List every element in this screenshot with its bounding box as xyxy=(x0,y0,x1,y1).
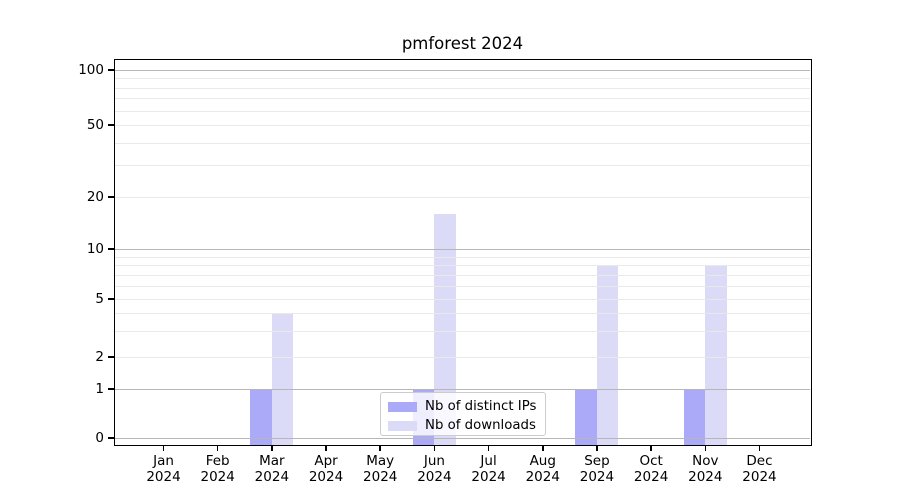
gridline-minor xyxy=(115,78,810,80)
y-axis-tick-label: 20 xyxy=(86,189,104,205)
y-axis-tick-label: 50 xyxy=(86,117,104,133)
x-axis-tick xyxy=(216,446,219,451)
x-axis-month-label: Aug 2024 xyxy=(525,453,560,485)
x-axis-tick xyxy=(758,446,761,451)
x-axis-tick xyxy=(542,446,544,451)
x-axis-month-label: May 2024 xyxy=(363,453,398,485)
x-axis-month-label: Apr 2024 xyxy=(308,453,344,485)
chart-title: pmforest 2024 xyxy=(401,34,524,53)
gridline-minor xyxy=(115,299,810,300)
legend-swatch-distinct-ips xyxy=(388,401,417,412)
y-axis-tick-label: 5 xyxy=(95,291,104,307)
y-axis-tick-label: 100 xyxy=(78,62,104,78)
x-axis-month-label: Oct 2024 xyxy=(633,453,669,485)
y-axis-tick xyxy=(108,388,114,390)
x-axis-tick xyxy=(596,446,598,451)
gridline-major xyxy=(115,438,810,439)
x-axis-month-label: Mar 2024 xyxy=(254,453,290,485)
legend-item-distinct-ips: Nb of distinct IPs xyxy=(388,397,537,416)
bar-downloads xyxy=(705,265,727,445)
gridline-minor xyxy=(115,110,810,112)
x-axis-month-label: Jan 2024 xyxy=(146,453,181,485)
gridline-minor xyxy=(115,313,810,315)
y-axis-tick xyxy=(108,69,114,71)
x-axis-tick xyxy=(271,446,273,451)
bar-distinct-ips xyxy=(250,389,272,445)
y-axis-tick-label: 1 xyxy=(95,381,104,397)
bar-distinct-ips xyxy=(575,389,597,445)
gridline-major xyxy=(115,249,810,250)
x-axis-tick xyxy=(704,446,707,451)
y-axis-tick xyxy=(108,298,114,300)
gridline-minor xyxy=(115,265,810,267)
legend-item-downloads: Nb of downloads xyxy=(388,416,537,435)
y-axis-tick xyxy=(108,196,114,198)
y-axis-tick-label: 2 xyxy=(95,349,104,365)
x-axis-tick xyxy=(650,446,652,451)
x-axis-tick xyxy=(433,446,436,451)
x-axis-tick xyxy=(325,446,327,451)
gridline-major xyxy=(115,70,810,71)
x-axis-month-label: Feb 2024 xyxy=(200,453,235,485)
bar-downloads xyxy=(434,213,456,445)
gridline-minor xyxy=(115,357,810,358)
gridline-minor xyxy=(115,285,810,287)
gridline-minor xyxy=(115,98,810,100)
x-axis-month-label: Sep 2024 xyxy=(579,453,615,485)
x-axis-tick xyxy=(487,446,490,451)
gridline-minor xyxy=(115,165,810,167)
gridline-major xyxy=(115,389,810,390)
x-axis-month-label: Jul 2024 xyxy=(471,453,506,485)
y-axis-tick xyxy=(108,437,114,439)
x-axis-month-label: Nov 2024 xyxy=(688,453,723,485)
y-axis-tick xyxy=(108,356,114,358)
gridline-minor xyxy=(115,142,810,144)
legend-label-downloads: Nb of downloads xyxy=(425,418,536,433)
legend: Nb of distinct IPs Nb of downloads xyxy=(380,392,546,436)
gridline-minor xyxy=(115,256,810,258)
bar-downloads xyxy=(596,265,619,445)
bar-distinct-ips xyxy=(683,389,706,445)
bar-downloads xyxy=(271,313,294,445)
x-axis-tick xyxy=(162,446,165,451)
y-axis-tick xyxy=(108,124,114,126)
gridline-minor xyxy=(115,274,810,276)
x-axis-month-label: Jun 2024 xyxy=(417,453,452,485)
y-axis-tick-label: 10 xyxy=(86,241,104,257)
legend-label-distinct-ips: Nb of distinct IPs xyxy=(425,399,537,414)
y-axis-tick xyxy=(108,248,114,250)
x-axis-tick xyxy=(379,446,381,451)
gridline-minor xyxy=(115,197,810,198)
legend-swatch-downloads xyxy=(388,420,417,431)
x-axis-month-label: Dec 2024 xyxy=(742,453,777,485)
gridline-minor xyxy=(115,87,810,89)
y-axis-tick-label: 0 xyxy=(95,430,104,446)
gridline-minor xyxy=(115,331,810,333)
gridline-minor xyxy=(115,125,810,126)
